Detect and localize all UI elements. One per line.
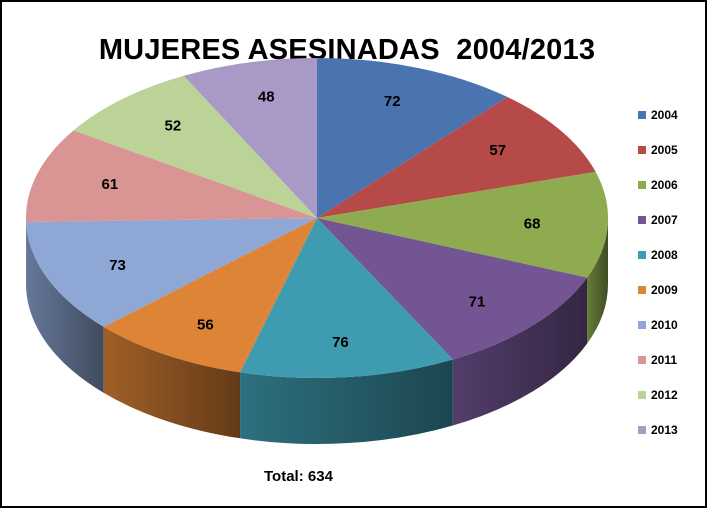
legend-swatch [638, 251, 646, 259]
legend-item-2004: 2004 [638, 108, 698, 122]
legend-swatch [638, 426, 646, 434]
legend-label: 2012 [651, 388, 678, 402]
legend-swatch [638, 286, 646, 294]
legend-label: 2009 [651, 283, 678, 297]
legend-item-2011: 2011 [638, 353, 698, 367]
legend-label: 2006 [651, 178, 678, 192]
legend-item-2010: 2010 [638, 318, 698, 332]
legend-label: 2011 [651, 353, 677, 367]
legend-swatch [638, 321, 646, 329]
data-label-2004: 72 [384, 93, 401, 110]
legend-label: 2010 [651, 318, 678, 332]
legend-item-2007: 2007 [638, 213, 698, 227]
data-label-2012: 52 [165, 117, 182, 134]
total-label: Total: 634 [264, 468, 333, 485]
legend-label: 2013 [651, 423, 678, 437]
legend-item-2012: 2012 [638, 388, 698, 402]
data-label-2010: 73 [109, 257, 126, 274]
data-label-2013: 48 [258, 89, 275, 106]
legend-label: 2005 [651, 143, 678, 157]
legend-item-2005: 2005 [638, 143, 698, 157]
legend-swatch [638, 111, 646, 119]
legend-swatch [638, 356, 646, 364]
data-label-2011: 61 [102, 176, 119, 193]
legend-item-2006: 2006 [638, 178, 698, 192]
legend-swatch [638, 146, 646, 154]
legend-item-2008: 2008 [638, 248, 698, 262]
data-label-2006: 68 [524, 216, 541, 233]
legend-label: 2004 [651, 108, 678, 122]
legend-item-2013: 2013 [638, 423, 698, 437]
data-label-2005: 57 [489, 142, 506, 159]
legend-label: 2008 [651, 248, 678, 262]
data-label-2007: 71 [469, 294, 486, 311]
data-label-2008: 76 [332, 334, 349, 351]
legend-swatch [638, 391, 646, 399]
data-label-2009: 56 [197, 317, 214, 334]
legend-swatch [638, 216, 646, 224]
legend-swatch [638, 181, 646, 189]
legend-label: 2007 [651, 213, 678, 227]
legend-item-2009: 2009 [638, 283, 698, 297]
